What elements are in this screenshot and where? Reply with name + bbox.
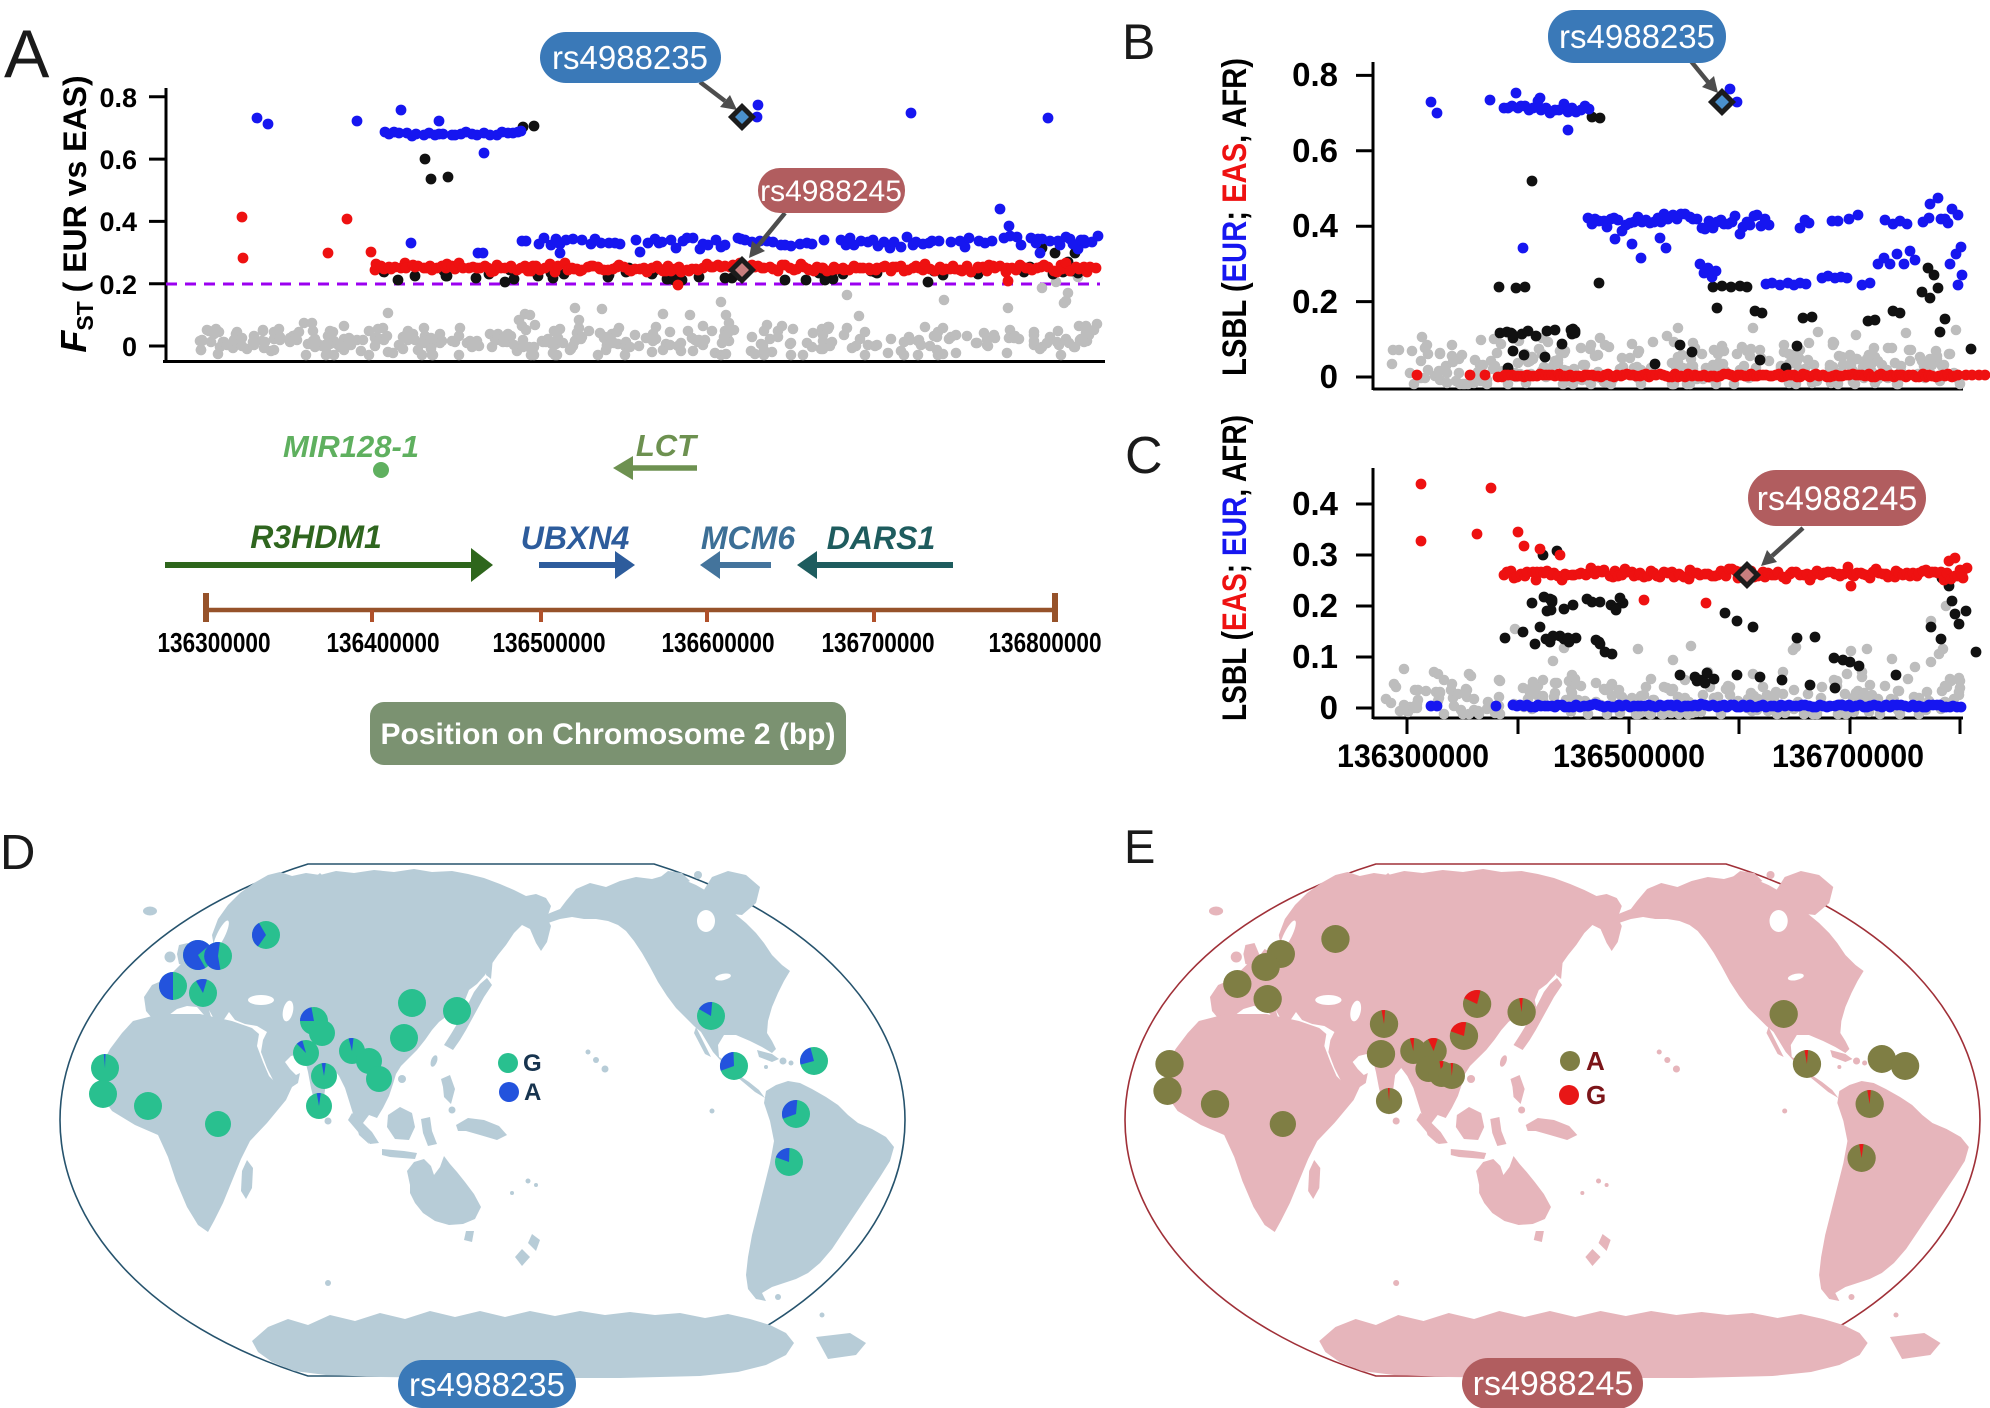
svg-text:FST ( EUR vs EAS): FST ( EUR vs EAS): [53, 75, 98, 352]
svg-text:MCM6: MCM6: [701, 520, 795, 556]
svg-text:0.1: 0.1: [1292, 638, 1338, 675]
svg-text:136800000: 136800000: [989, 627, 1102, 658]
svg-text:rs4988245: rs4988245: [760, 175, 902, 208]
svg-text:0.6: 0.6: [99, 145, 137, 175]
svg-text:A: A: [1586, 1046, 1605, 1076]
svg-text:0.2: 0.2: [1292, 283, 1338, 320]
svg-text:136500000: 136500000: [493, 627, 606, 658]
svg-text:0.2: 0.2: [1292, 587, 1338, 624]
svg-text:LCT: LCT: [636, 428, 699, 463]
svg-text:0.8: 0.8: [1292, 56, 1338, 93]
svg-text:UBXN4: UBXN4: [521, 520, 630, 556]
svg-text:136300000: 136300000: [1337, 738, 1489, 774]
svg-text:0.4: 0.4: [99, 207, 137, 237]
svg-text:136700000: 136700000: [822, 627, 935, 658]
svg-text:G: G: [523, 1050, 542, 1077]
svg-text:DARS1: DARS1: [827, 520, 935, 556]
svg-text:136700000: 136700000: [1772, 738, 1924, 774]
svg-text:R3HDM1: R3HDM1: [250, 519, 382, 555]
svg-text:0.8: 0.8: [99, 83, 137, 113]
svg-text:0: 0: [122, 332, 137, 362]
svg-text:E: E: [1124, 820, 1155, 873]
svg-text:A: A: [4, 16, 50, 92]
svg-text:0.4: 0.4: [1292, 485, 1339, 522]
svg-text:0: 0: [1320, 689, 1338, 726]
svg-text:rs4988235: rs4988235: [552, 39, 708, 76]
svg-text:A: A: [524, 1079, 541, 1106]
svg-text:136500000: 136500000: [1553, 738, 1705, 774]
svg-text:LSBL (EAS; EUR, AFR): LSBL (EAS; EUR, AFR): [1216, 415, 1254, 721]
svg-text:LSBL (EUR; EAS, AFR): LSBL (EUR; EAS, AFR): [1216, 58, 1254, 376]
svg-text:G: G: [1586, 1080, 1606, 1110]
svg-text:rs4988235: rs4988235: [409, 1366, 565, 1403]
svg-text:C: C: [1125, 427, 1163, 485]
svg-text:0: 0: [1320, 358, 1338, 395]
svg-text:136300000: 136300000: [158, 627, 271, 658]
svg-text:rs4988245: rs4988245: [1757, 480, 1918, 518]
svg-text:B: B: [1122, 14, 1155, 70]
svg-text:0.4: 0.4: [1292, 207, 1339, 244]
svg-text:0.6: 0.6: [1292, 132, 1338, 169]
svg-text:0.3: 0.3: [1292, 536, 1338, 573]
svg-text:Position on Chromosome 2 (bp): Position on Chromosome 2 (bp): [381, 718, 836, 751]
svg-text:136400000: 136400000: [327, 627, 440, 658]
svg-text:MIR128-1: MIR128-1: [283, 429, 419, 464]
svg-text:D: D: [0, 826, 35, 880]
svg-text:rs4988245: rs4988245: [1473, 1365, 1634, 1403]
svg-text:rs4988235: rs4988235: [1559, 18, 1715, 55]
svg-text:136600000: 136600000: [662, 627, 775, 658]
svg-text:0.2: 0.2: [99, 270, 137, 300]
